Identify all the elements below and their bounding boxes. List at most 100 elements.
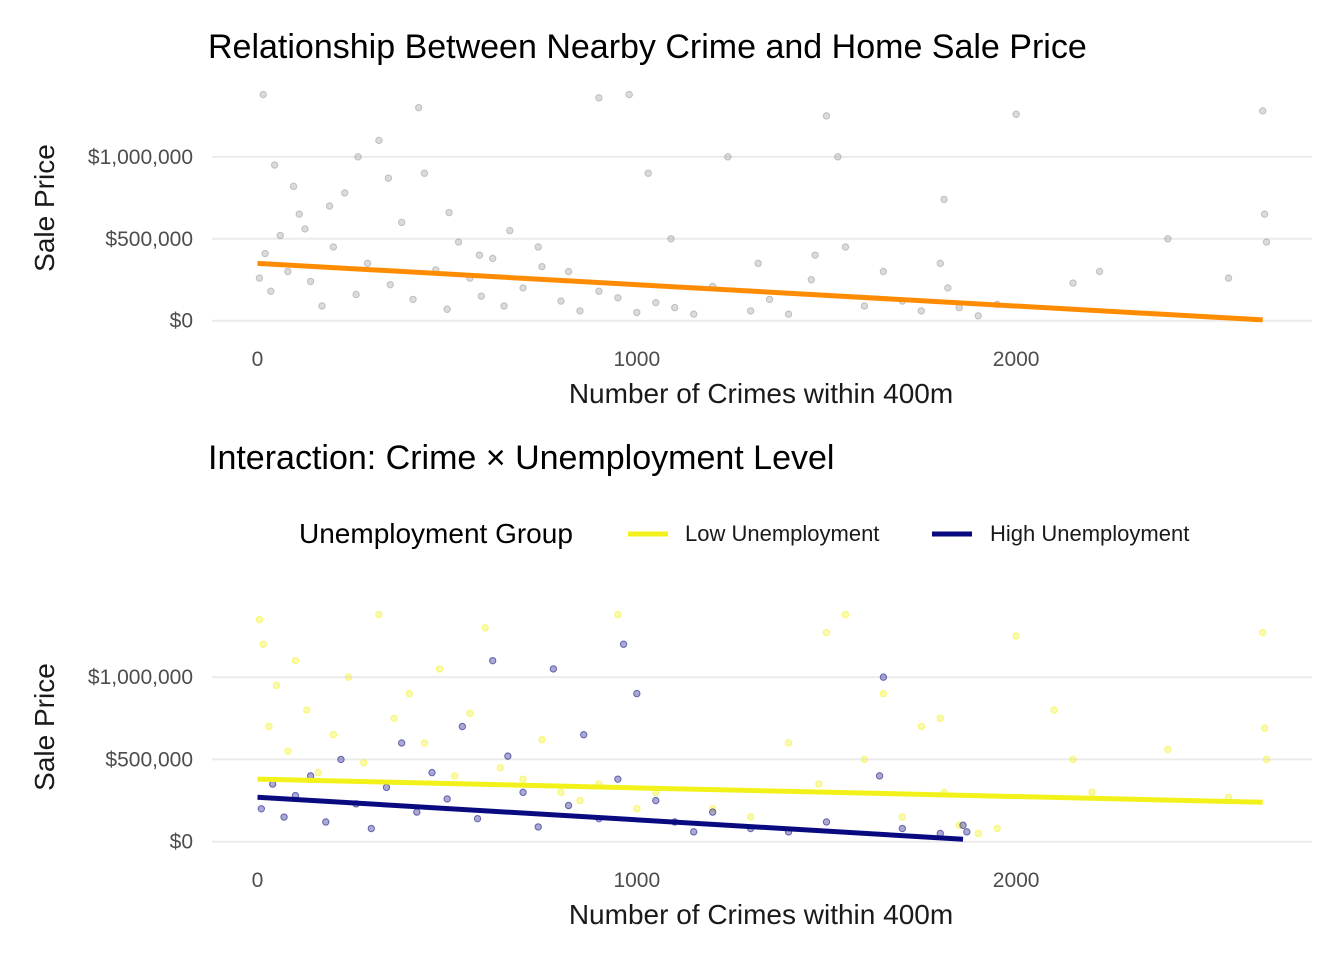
chart-1-series-0-point-5 <box>295 210 303 218</box>
chart-1-series-0-point-10 <box>352 290 360 299</box>
chart-1-series-0-point-79 <box>754 259 762 268</box>
chart-2-series-1-point-26 <box>652 796 660 805</box>
chart-2-series-0-point-10 <box>360 759 368 767</box>
chart-2-x-tick-label-1: 1000 <box>613 869 660 892</box>
chart-2-series-0-point-9 <box>344 673 353 681</box>
chart-1-series-0-point-14 <box>397 218 406 227</box>
chart-2-fit-lines <box>257 776 1263 842</box>
chart-1-series-0-point-74 <box>595 94 603 102</box>
chart-2-series-0-point-30 <box>784 739 793 747</box>
chart-1-series-0-point-51 <box>974 312 982 320</box>
chart-2-series-1-point-22 <box>580 731 588 739</box>
chart-2-series-0-point-6 <box>303 706 311 714</box>
chart-1-y-axis-title: Sale Price <box>29 144 60 272</box>
chart-2-series-0-point-43 <box>1012 632 1020 640</box>
chart-1-series-0-point-31 <box>652 298 660 307</box>
chart-1-series-0-point-30 <box>633 308 641 317</box>
legend-label-low-unemployment: Low Unemployment <box>685 521 879 546</box>
chart-1-series-0-point-64 <box>301 225 309 233</box>
chart-1-series-0-point-39 <box>811 251 819 259</box>
chart-1-title: Relationship Between Nearby Crime and Ho… <box>208 28 1087 66</box>
chart-1-series-0-point-28 <box>595 287 603 295</box>
chart-2-series-0-point-46 <box>1088 788 1096 797</box>
chart-1-y-tick-label-2: $1,000,000 <box>88 146 193 169</box>
chart-1-y-tick-label-0: $0 <box>170 310 193 333</box>
chart-1-series-0-point-27 <box>576 307 584 315</box>
chart-1-series-0-point-38 <box>807 276 816 284</box>
chart-1-y-tick-label-1: $500,000 <box>105 228 193 251</box>
chart-1-series-0-point-46 <box>917 307 926 315</box>
chart-2: Interaction: Crime × Unemployment Level … <box>29 439 1312 930</box>
chart-2-y-axis-title: Sale Price <box>29 663 60 791</box>
chart-1-series-0-point-43 <box>860 302 869 310</box>
chart-1-series-0-point-68 <box>415 103 423 112</box>
chart-1: Relationship Between Nearby Crime and Ho… <box>29 28 1312 409</box>
chart-1-series-0-point-53 <box>1012 110 1020 118</box>
chart-1-series-0-point-75 <box>625 90 633 99</box>
chart-2-series-0-point-7 <box>314 768 322 777</box>
chart-2-series-1-point-15 <box>473 814 482 823</box>
chart-2-series-0-point-36 <box>898 813 907 821</box>
chart-1-series-0-point-57 <box>1224 274 1233 282</box>
chart-1-series-0-point-6 <box>306 277 315 286</box>
chart-1-x-tick-labels: 0 1000 2000 <box>252 348 1040 371</box>
chart-1-series-0-point-56 <box>1164 235 1172 243</box>
chart-1-series-0-point-33 <box>690 310 698 318</box>
chart-1-series-0-point-15 <box>409 295 417 304</box>
chart-2-series-1-point-19 <box>534 823 542 831</box>
chart-2-series-1-point-9 <box>382 783 391 792</box>
chart-2-series-1-point-8 <box>367 824 376 833</box>
chart-1-series-0-point-65 <box>325 202 334 210</box>
chart-2-series-0-point-15 <box>435 665 444 673</box>
chart-1-series-0-point-62 <box>270 161 279 169</box>
chart-1-series-0-point-36 <box>765 295 774 304</box>
chart-1-series-0-point-66 <box>354 153 362 161</box>
chart-2-series-0-point-22 <box>557 788 565 797</box>
chart-1-series-0-point-24 <box>519 284 527 292</box>
chart-2-x-axis-title: Number of Crimes within 400m <box>569 899 953 930</box>
chart-2-series-0-point-0 <box>255 615 264 624</box>
chart-2-x-tick-labels: 0 1000 2000 <box>252 869 1040 892</box>
chart-1-series-0-point-73 <box>564 267 573 276</box>
chart-1-series-0-point-49 <box>944 284 952 292</box>
chart-2-y-tick-label-0: $0 <box>170 831 193 854</box>
chart-1-points <box>255 90 1271 320</box>
chart-2-series-1-point-33 <box>875 772 884 780</box>
chart-2-title: Interaction: Crime × Unemployment Level <box>208 439 834 477</box>
chart-2-series-0-point-25 <box>614 610 622 619</box>
chart-1-series-0-point-23 <box>500 302 508 310</box>
chart-2-series-0-point-5 <box>291 656 300 665</box>
chart-1-series-0-point-1 <box>261 249 269 258</box>
chart-2-series-0-point-47 <box>1164 745 1172 754</box>
chart-1-series-0-point-35 <box>746 307 755 315</box>
chart-2-series-0-point-37 <box>917 722 926 731</box>
chart-2-series-0-point-44 <box>1050 706 1058 714</box>
chart-1-series-0-point-42 <box>841 243 850 251</box>
chart-1-series-0-point-72 <box>534 243 542 251</box>
chart-2-series-0-point-13 <box>405 689 413 698</box>
chart-1-series-0-point-16 <box>420 169 429 177</box>
chart-2-series-0-point-33 <box>841 610 850 619</box>
chart-1-x-tick-label-1: 1000 <box>613 348 660 371</box>
chart-1-series-0-point-25 <box>538 262 546 271</box>
chart-1-series-0-point-40 <box>822 112 831 120</box>
chart-2-series-1-point-35 <box>898 824 907 833</box>
legend-title: Unemployment Group <box>299 518 573 549</box>
chart-2-y-tick-label-2: $1,000,000 <box>88 666 193 689</box>
chart-2-series-1-fit-line <box>257 794 964 842</box>
chart-1-series-0-point-60 <box>1262 238 1271 246</box>
chart-1-series-0-point-54 <box>1069 279 1077 287</box>
chart-2-x-tick-label-2: 2000 <box>993 869 1040 892</box>
chart-2-y-tick-label-1: $500,000 <box>105 748 193 771</box>
chart-1-series-0-point-19 <box>454 238 463 246</box>
chart-1-series-0-point-29 <box>614 294 622 302</box>
chart-1-series-0-point-4 <box>284 267 292 276</box>
chart-1-series-0-point-2 <box>267 287 275 295</box>
legend-label-high-unemployment: High Unemployment <box>990 521 1189 546</box>
chart-1-series-0-point-78 <box>724 153 732 161</box>
chart-2-series-1-point-5 <box>322 818 330 826</box>
chart-1-x-tick-label-0: 0 <box>252 348 264 371</box>
chart-2-series-1-point-18 <box>519 788 527 797</box>
chart-1-series-0-point-70 <box>475 251 484 259</box>
chart-1-series-0-point-77 <box>667 235 675 243</box>
